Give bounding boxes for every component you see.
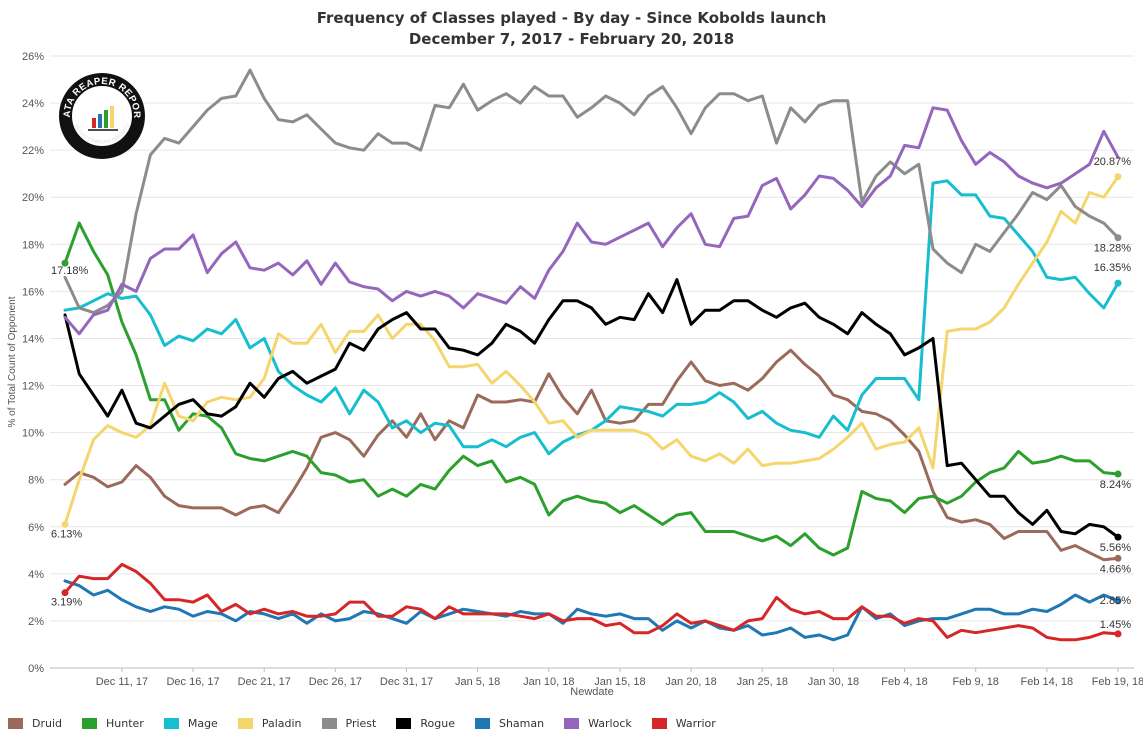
y-tick-label: 8% [28,475,44,487]
legend-item-druid: Druid [8,717,62,730]
y-tick-label: 4% [28,569,44,581]
series-end-point-paladin [1114,173,1122,181]
x-tick-label: Dec 21, 17 [238,676,291,688]
series-end-label-warrior: 1.45% [1100,619,1131,631]
series-end-label-rogue: 5.56% [1100,542,1131,554]
legend: Druid Hunter Mage Paladin Priest Rogue Shaman W… [8,714,736,732]
y-tick-label: 16% [22,286,44,298]
series-end-label-paladin: 20.87% [1094,156,1132,168]
x-tick-label: Dec 26, 17 [309,676,362,688]
series-end-label-mage: 16.35% [1094,262,1132,274]
y-tick-label: 22% [22,145,44,157]
y-axis-label: % of Total Count of Opponent [7,296,18,427]
series-line-rogue [63,278,1120,539]
x-tick-label: Jan 30, 18 [808,676,859,688]
legend-swatch [82,717,98,729]
x-tick-label: Feb 4, 18 [881,676,927,688]
legend-label: Rogue [420,716,455,730]
x-tick-label: Jan 20, 18 [665,676,716,688]
legend-item-warlock: Warlock [564,717,632,730]
legend-label: Paladin [261,716,302,730]
legend-label: Druid [32,716,63,730]
legend-swatch [237,717,253,729]
legend-swatch [564,717,580,729]
y-tick-label: 14% [22,333,44,345]
legend-label: Priest [345,716,377,730]
legend-swatch [651,717,667,729]
series-line-shaman [63,579,1120,642]
legend-item-rogue: Rogue [396,717,455,730]
series-start-label-warrior: 3.19% [51,597,82,609]
y-tick-label: 20% [22,192,44,204]
legend-item-hunter: Hunter [82,717,144,730]
series-line-warrior [63,562,1120,642]
y-tick-label: 26% [22,51,44,63]
series-start-point-warrior [61,589,69,597]
legend-item-priest: Priest [321,716,377,730]
legend-item-shaman: Shaman [474,716,545,730]
x-tick-label: Dec 16, 17 [166,676,219,688]
legend-label: Mage [187,716,218,730]
series-end-point-rogue [1114,533,1122,541]
series-end-point-hunter [1114,470,1122,478]
series-end-label-shaman: 2.85% [1100,595,1131,607]
legend-item-paladin: Paladin [237,716,302,730]
legend-swatch [396,717,412,729]
x-tick-label: Jan 15, 18 [594,676,645,688]
data-reaper-report-logo: DATA REAPER REPORT VICIOUS SYNDICATE PRE… [54,64,146,160]
x-tick-label: Feb 14, 18 [1021,676,1074,688]
series-start-point-paladin [61,520,69,528]
y-tick-label: 12% [22,381,44,393]
series-line-hunter [63,221,1120,557]
series-start-label-paladin: 6.13% [51,528,82,540]
x-tick-label: Dec 11, 17 [96,676,148,688]
series-end-point-warrior [1114,630,1122,638]
series-end-label-priest: 18.28% [1094,243,1132,255]
x-tick-label: Jan 5, 18 [455,676,500,688]
y-tick-label: 24% [22,98,44,110]
series-end-label-druid: 4.66% [1100,563,1131,575]
x-axis-label: Newdate [570,686,613,698]
y-tick-label: 0% [28,663,44,675]
legend-swatch [8,717,23,729]
chart-title-block: Frequency of Classes played - By day - S… [0,8,1143,50]
legend-label: Hunter [106,716,144,730]
x-tick-label: Dec 31, 17 [380,676,433,688]
legend-label: Warlock [588,716,632,730]
series-start-label-hunter: 17.18% [51,265,89,277]
series-end-point-mage [1114,279,1122,287]
series-end-point-shaman [1114,597,1122,605]
series-start-point-hunter [61,259,69,267]
y-tick-label: 6% [28,522,44,534]
x-tick-label: Feb 19, 18 [1092,676,1143,688]
y-tick-label: 2% [28,616,44,628]
legend-swatch [321,717,337,729]
legend-label: Warrior [675,716,716,730]
y-tick-label: 10% [22,428,44,440]
series-line-priest [63,68,1120,315]
x-tick-label: Feb 9, 18 [952,676,998,688]
legend-item-mage: Mage [163,716,218,730]
series-end-label-hunter: 8.24% [1100,479,1131,491]
chart-title: Frequency of Classes played - By day - S… [316,9,827,27]
series-end-point-priest [1114,234,1122,242]
series-line-warlock [63,106,1120,336]
legend-item-warrior: Warrior [651,716,716,730]
x-tick-label: Jan 10, 18 [523,676,574,688]
series-line-druid [63,348,1120,562]
legend-swatch [163,717,179,729]
legend-swatch [474,717,490,729]
x-tick-label: Jan 25, 18 [737,676,788,688]
series-end-point-druid [1114,554,1122,562]
series-line-mage [63,179,1120,456]
chart-subtitle: December 7, 2017 - February 20, 2018 [408,30,735,48]
y-tick-label: 18% [22,239,44,251]
series-line-paladin [63,175,1120,526]
legend-label: Shaman [498,716,545,730]
